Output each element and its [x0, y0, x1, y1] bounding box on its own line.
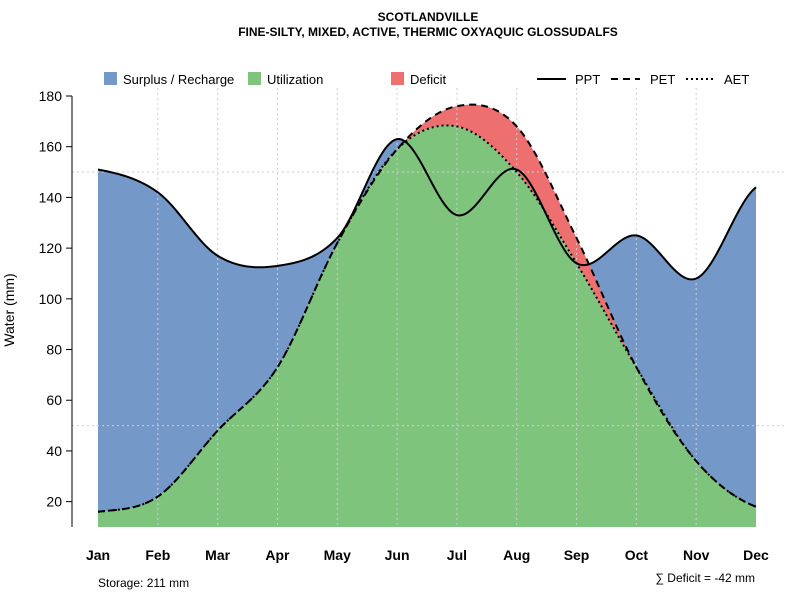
y-tick-label: 40	[46, 443, 62, 459]
storage-annotation: Storage: 211 mm	[98, 576, 189, 590]
series-lines	[97, 103, 757, 513]
legend-label-aet: AET	[724, 72, 749, 87]
y-tick-label: 120	[39, 240, 63, 256]
legend-label-ppt: PPT	[575, 72, 600, 87]
y-tick-label: 140	[39, 189, 63, 205]
y-tick-label: 180	[39, 88, 63, 104]
y-axis-label: Water (mm)	[1, 273, 17, 346]
area-fills	[98, 104, 756, 527]
y-tick-label: 80	[46, 342, 62, 358]
x-tick-label: Jan	[86, 547, 110, 563]
x-tick-label: Aug	[503, 547, 530, 563]
x-tick-label: May	[324, 547, 351, 563]
x-tick-label: Oct	[625, 547, 649, 563]
x-tick-label: Mar	[205, 547, 230, 563]
x-tick-label: Feb	[145, 547, 170, 563]
legend-swatch-surplus	[104, 72, 117, 85]
series-line-aet	[97, 124, 757, 513]
y-tick-label: 100	[39, 291, 63, 307]
legend: Surplus / Recharge Utilization Deficit P…	[104, 72, 749, 87]
x-tick-label: Nov	[683, 547, 710, 563]
axes: 20 40 60 80 100 120 140 160 180 Jan Feb Mar Apr May Ju…	[39, 88, 769, 563]
legend-swatch-deficit	[391, 72, 404, 85]
legend-label-surplus: Surplus / Recharge	[123, 72, 234, 87]
legend-label-pet: PET	[650, 72, 675, 87]
chart-subtitle: FINE-SILTY, MIXED, ACTIVE, THERMIC OXYAQ…	[238, 25, 618, 39]
y-tick-label: 60	[46, 392, 62, 408]
x-tick-label: Sep	[564, 547, 590, 563]
deficit-annotation: ∑ Deficit = -42 mm	[655, 571, 755, 585]
x-tick-label: Jul	[447, 547, 467, 563]
y-tick-label: 20	[46, 494, 62, 510]
legend-label-deficit: Deficit	[410, 72, 447, 87]
chart-title: SCOTLANDVILLE	[378, 10, 479, 24]
legend-swatch-utilization	[248, 72, 261, 85]
legend-label-utilization: Utilization	[267, 72, 323, 87]
x-tick-label: Apr	[265, 547, 290, 563]
utilization-area	[98, 125, 756, 527]
series-line-ppt	[97, 138, 757, 281]
x-tick-label: Dec	[743, 547, 769, 563]
x-tick-label: Jun	[385, 547, 410, 563]
gridlines	[72, 88, 784, 527]
y-tick-label: 160	[39, 139, 63, 155]
